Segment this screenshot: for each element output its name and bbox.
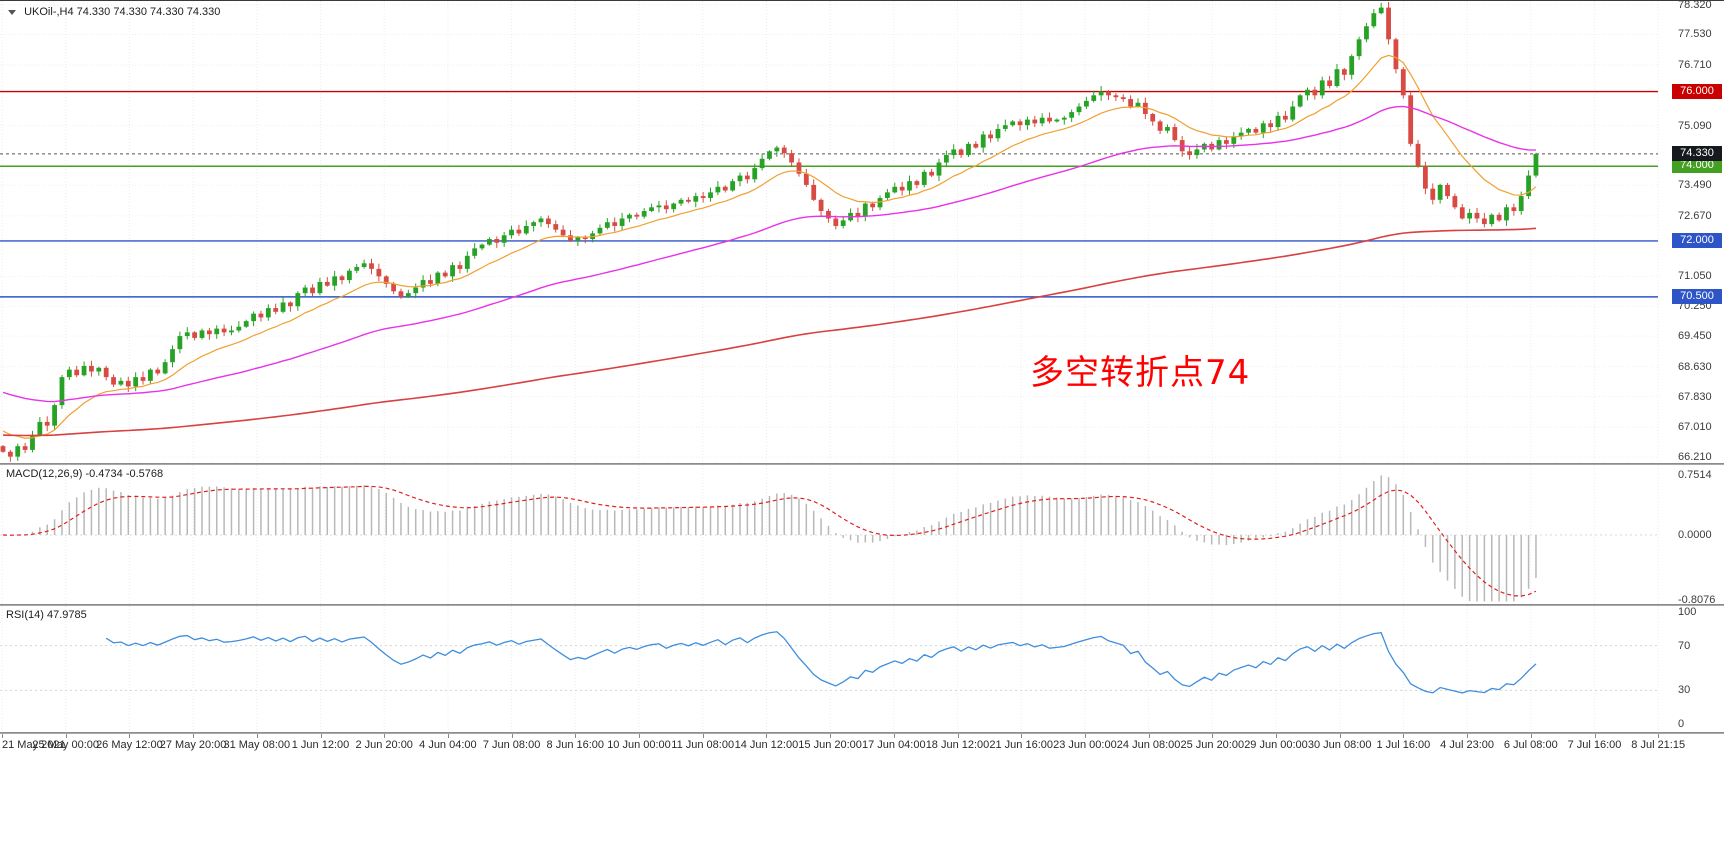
- price-chart-panel[interactable]: UKOil-,H4 74.330 74.330 74.330 74.330 多空…: [0, 1, 1724, 463]
- price-axis-label: 67.830: [1678, 390, 1712, 403]
- time-tick: [384, 734, 386, 738]
- rsi-panel[interactable]: RSI(14) 47.9785 100 70 30 0: [0, 606, 1724, 732]
- time-tick: [447, 734, 449, 738]
- rsi-axis-label: 100: [1678, 606, 1697, 618]
- price-axis-label: 78.320: [1678, 0, 1712, 11]
- time-tick: [575, 734, 577, 738]
- price-axis-label: 67.010: [1678, 421, 1712, 434]
- macd-label: MACD(12,26,9) -0.4734 -0.5768: [6, 468, 164, 480]
- time-tick: [1530, 734, 1532, 738]
- macd-axis-label: 0.0000: [1678, 529, 1712, 541]
- macd-panel[interactable]: MACD(12,26,9) -0.4734 -0.5768 0.7514 0.00…: [0, 465, 1724, 606]
- time-axis-label: 7 Jun 08:00: [482, 739, 541, 751]
- price-axis-tag: 70.500: [1672, 288, 1722, 304]
- time-axis-label: 11 Jun 08:00: [671, 739, 735, 751]
- price-axis-tag: 72.000: [1672, 232, 1722, 248]
- time-axis-label: 1 Jun 12:00: [291, 739, 350, 751]
- time-tick: [1658, 734, 1660, 738]
- time-axis[interactable]: 21 May 2021 25 May 00:00 26 May 12:00 27 Ma…: [0, 734, 1724, 760]
- rsi-indicator-chart[interactable]: [0, 606, 1724, 732]
- price-axis-label: 72.670: [1678, 209, 1712, 222]
- time-axis-label: 26 May 12:00: [96, 739, 163, 751]
- time-tick: [1594, 734, 1596, 738]
- rsi-axis-label: 0: [1678, 718, 1685, 730]
- time-tick: [1276, 734, 1277, 738]
- time-tick: [702, 734, 704, 738]
- panel-separator[interactable]: [0, 732, 1724, 734]
- time-axis-label: 27 May 20:00: [159, 739, 227, 751]
- panel-separator[interactable]: [0, 604, 1724, 606]
- macd-indicator-chart[interactable]: [0, 465, 1724, 604]
- panel-separator[interactable]: [0, 463, 1724, 465]
- macd-axis-label: 0.7514: [1678, 468, 1712, 481]
- time-tick: [1403, 734, 1405, 738]
- price-axis-tag: 74.330: [1672, 145, 1722, 161]
- time-axis-label: 23 Jun 00:00: [1053, 739, 1117, 751]
- time-tick: [2, 734, 3, 738]
- time-axis-label: 8 Jul 21:15: [1631, 739, 1686, 751]
- price-axis-label: 73.490: [1678, 179, 1712, 192]
- price-axis-label: 76.710: [1678, 59, 1712, 72]
- price-axis-label: 75.090: [1678, 119, 1712, 132]
- time-axis-label: 21 Jun 16:00: [989, 739, 1053, 751]
- symbol-timeframe: UKOil-,H4: [24, 6, 74, 18]
- candlestick-chart[interactable]: [0, 1, 1724, 463]
- chart-dropdown-icon[interactable]: [8, 9, 16, 15]
- time-axis-label: 7 Jul 16:00: [1567, 739, 1622, 751]
- time-axis-label: 25 May 00:00: [32, 739, 100, 751]
- time-tick: [193, 734, 195, 738]
- time-tick: [639, 734, 640, 738]
- price-axis-label: 68.630: [1678, 360, 1712, 373]
- time-axis-label: 4 Jun 04:00: [419, 739, 477, 751]
- price-axis-tag: 76.000: [1672, 83, 1722, 99]
- time-axis-label: 25 Jun 20:00: [1180, 739, 1245, 751]
- rsi-label: RSI(14) 47.9785: [6, 609, 87, 621]
- time-axis-label: 14 Jun 12:00: [734, 739, 799, 751]
- time-tick: [256, 734, 258, 738]
- time-tick: [1084, 734, 1086, 738]
- price-axis-label: 77.530: [1678, 28, 1712, 41]
- rsi-axis-label: 70: [1678, 639, 1691, 652]
- time-axis-label: 17 Jun 04:00: [861, 739, 926, 751]
- time-axis-label: 15 Jun 20:00: [798, 739, 862, 751]
- time-tick: [65, 734, 67, 738]
- price-axis-label: 69.450: [1678, 330, 1712, 343]
- price-axis-label: 66.210: [1678, 451, 1712, 463]
- time-axis-label: 6 Jul 08:00: [1503, 739, 1558, 751]
- time-tick: [1021, 734, 1023, 738]
- time-axis-label: 10 Jun 00:00: [607, 739, 671, 751]
- time-tick: [320, 734, 322, 738]
- time-axis-label: 30 Jun 08:00: [1307, 739, 1372, 751]
- time-axis-label: 1 Jul 16:00: [1376, 739, 1431, 751]
- rsi-axis-label: 30: [1678, 684, 1691, 697]
- time-tick: [1148, 734, 1150, 738]
- time-tick: [766, 734, 768, 738]
- price-axis-label: 71.050: [1678, 270, 1712, 283]
- time-tick: [1467, 734, 1469, 738]
- macd-axis-label: -0.8076: [1678, 593, 1716, 606]
- time-tick: [957, 734, 959, 738]
- time-axis-label: 21 May 2021: [2, 739, 66, 751]
- symbol-ohlc: 74.330 74.330 74.330 74.330: [76, 6, 221, 18]
- time-tick: [893, 734, 895, 738]
- time-axis-label: 8 Jun 16:00: [546, 739, 605, 751]
- time-tick: [830, 734, 832, 738]
- time-axis-label: 29 Jun 00:00: [1244, 739, 1308, 751]
- time-tick: [511, 734, 513, 738]
- time-axis-label: 31 May 08:00: [223, 739, 291, 751]
- price-axis-tag: 74.000: [1672, 158, 1722, 174]
- time-tick: [1339, 734, 1341, 738]
- time-axis-label: 2 Jun 20:00: [355, 739, 413, 751]
- time-tick: [1212, 734, 1214, 738]
- time-axis-label: 18 Jun 12:00: [925, 739, 990, 751]
- time-axis-label: 24 Jun 08:00: [1116, 739, 1181, 751]
- chart-symbol-label: UKOil-,H4 74.330 74.330 74.330 74.330: [8, 6, 220, 18]
- time-axis-label: 4 Jul 23:00: [1440, 739, 1495, 751]
- chart-annotation-text: 多空转折点74: [1030, 353, 1251, 393]
- time-tick: [129, 734, 131, 738]
